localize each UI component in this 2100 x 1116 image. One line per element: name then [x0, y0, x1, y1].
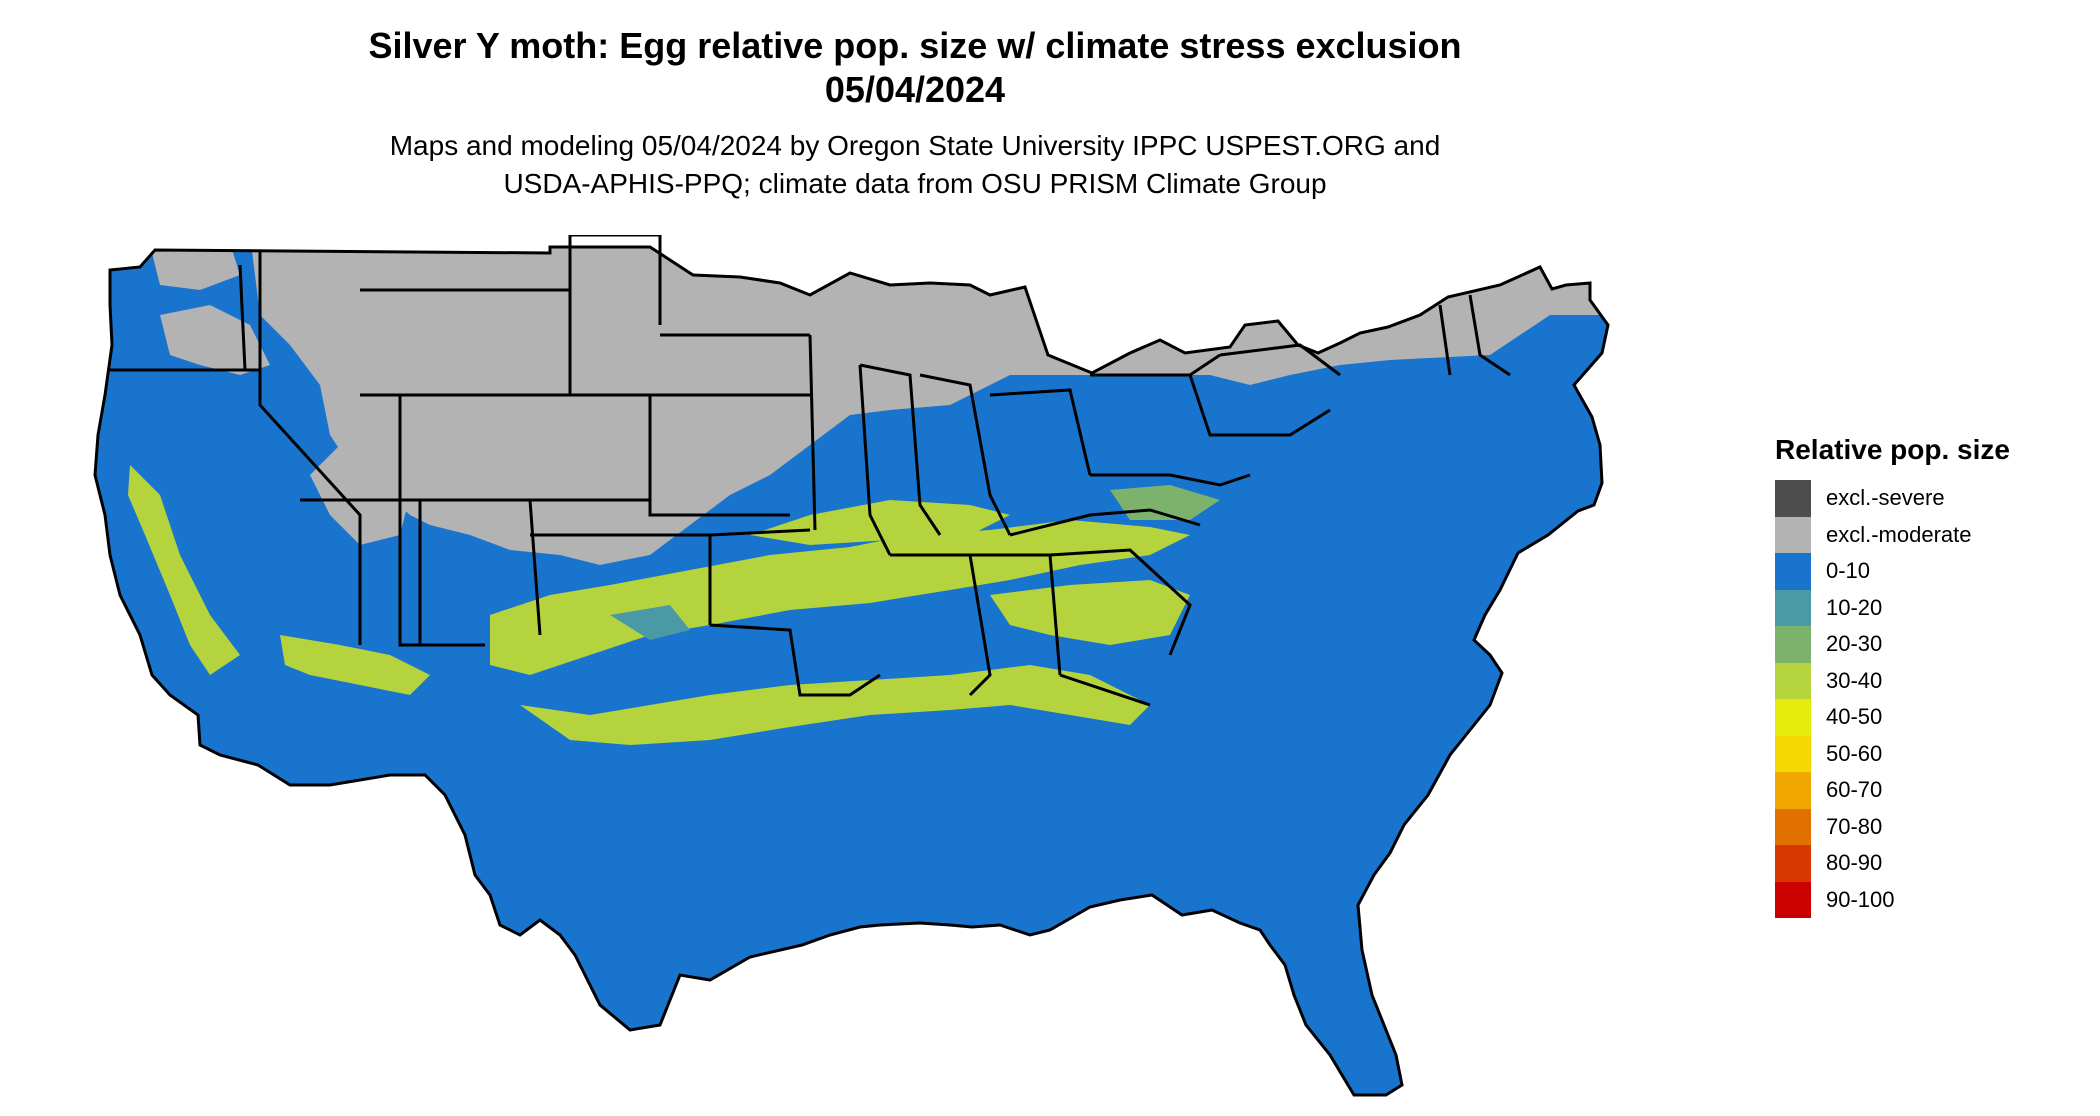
legend-item: excl.-severe [1775, 480, 2010, 517]
legend-item: 40-50 [1775, 699, 2010, 736]
us-map [93, 235, 1610, 1097]
suitable-band-tn-ky [750, 500, 1010, 545]
legend-item: 10-20 [1775, 589, 2010, 626]
legend-swatch [1775, 735, 1811, 772]
legend-swatch [1775, 881, 1811, 918]
suitable-band-southeast [990, 580, 1190, 645]
suitable-band-california [128, 465, 240, 675]
map-date: 05/04/2024 [824, 69, 1006, 110]
legend-swatch [1775, 516, 1811, 553]
legend-item: 50-60 [1775, 735, 2010, 772]
legend-label: excl.-severe [1826, 485, 1945, 511]
legend: Relative pop. size excl.-severe excl.-mod… [1775, 432, 2010, 918]
legend-item: 30-40 [1775, 662, 2010, 699]
legend-item: 60-70 [1775, 772, 2010, 809]
legend-label: 20-30 [1826, 631, 1883, 657]
legend-item: 20-30 [1775, 626, 2010, 663]
excluded-region-washington [150, 247, 240, 290]
legend-item: 70-80 [1775, 808, 2010, 845]
suitable-band-gulf [520, 665, 1150, 745]
subtitle-line-1: Maps and modeling 05/04/2024 by Oregon S… [389, 130, 1441, 161]
map-title: Silver Y moth: Egg relative pop. size w/… [368, 25, 1462, 66]
legend-swatch [1775, 772, 1811, 809]
legend-label: 80-90 [1826, 850, 1883, 876]
legend-item: 80-90 [1775, 845, 2010, 882]
legend-item: excl.-moderate [1775, 516, 2010, 553]
legend-swatch [1775, 589, 1811, 626]
legend-swatch [1775, 808, 1811, 845]
legend-label: 50-60 [1826, 740, 1883, 766]
legend-swatch [1775, 699, 1811, 736]
legend-items: excl.-severe excl.-moderate 0-10 10-20 20-30… [1775, 480, 2010, 918]
legend-label: 0-10 [1826, 558, 1871, 584]
excluded-region-great-basin [310, 435, 410, 545]
legend-swatch [1775, 626, 1811, 663]
subtitle-line-2: USDA-APHIS-PPQ; climate data from OSU PR… [503, 168, 1327, 199]
legend-label: 90-100 [1826, 886, 1895, 912]
legend-label: 40-50 [1826, 704, 1883, 730]
legend-swatch [1775, 480, 1811, 517]
legend-label: 60-70 [1826, 777, 1883, 803]
legend-label: 70-80 [1826, 813, 1883, 839]
legend-label: excl.-moderate [1826, 521, 1972, 547]
legend-label: 30-40 [1826, 667, 1883, 693]
legend-swatch [1775, 845, 1811, 882]
state-boundaries [93, 235, 1610, 1097]
legend-label: 10-20 [1826, 594, 1883, 620]
legend-swatch [1775, 553, 1811, 590]
legend-swatch [1775, 662, 1811, 699]
suitable-band-arizona [280, 635, 430, 695]
legend-item: 0-10 [1775, 553, 2010, 590]
suitable-band-south-central [490, 520, 1190, 675]
legend-item: 90-100 [1775, 881, 2010, 918]
teal-band [610, 605, 690, 640]
legend-title: Relative pop. size [1775, 434, 2010, 465]
